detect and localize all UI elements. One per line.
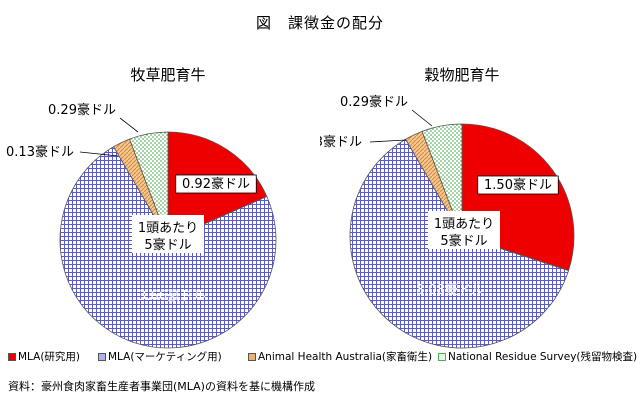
grain-fed-data-label-residue: 0.29豪ドル [340, 94, 408, 110]
legend-swatch-residue [438, 352, 446, 361]
legend: MLA(研究用) MLA(マーケティング用) Animal Health Aus… [8, 349, 640, 363]
grass-fed-data-label-research: 0.92豪ドル [182, 176, 250, 192]
legend-item-residue: National Residue Survey(残留物検査) [438, 349, 637, 364]
legend-swatch-animal-health [248, 352, 256, 361]
pie-chart-grain-fed-svg: 穀物肥育牛 1.50豪ドル 3.08豪ドル 0.13豪ドル 0.29豪ドル 1頭あたり5豪… [294, 66, 575, 349]
grass-fed-leader-line-animal-health [79, 151, 119, 157]
source-note: 資料：豪州食肉家畜生産者事業団(MLA)の資料を基に機構作成 [8, 380, 315, 393]
grain-fed-center-label-box [428, 211, 500, 249]
grain-fed-center-label-line-1: 1頭あたり [434, 217, 494, 232]
grass-fed-data-label-animal-health: 0.13豪ドル [6, 144, 74, 160]
legend-swatch-research [8, 352, 16, 361]
grain-fed-leader-line-residue [411, 109, 433, 127]
grass-fed-center-label-line-2: 5豪ドル [144, 237, 191, 253]
legend-item-animal-health: Animal Health Australia(家畜衛生) [248, 349, 432, 364]
pie-chart-grass-fed: 牧草肥育牛 0.92豪ドル 3.66豪ドル 0.13豪ドル 0.29豪ドル 1頭あたり 5豪… [0, 60, 320, 350]
page-title: 図 課徴金の配分 [255, 14, 384, 32]
grass-fed-center-label-line-1: 1頭あたり [138, 221, 198, 236]
grass-fed-data-label-box-research [175, 174, 257, 194]
legend-item-research: MLA(研究用) [8, 349, 80, 364]
grain-fed-title: 穀物肥育牛 [424, 66, 499, 84]
grain-fed-center-label-line-2: 5豪ドル [440, 233, 487, 249]
grass-fed-data-label-residue: 0.29豪ドル [48, 102, 116, 118]
grass-fed-slice-residue [128, 131, 169, 241]
grain-fed-leader-line-animal-health [369, 139, 407, 143]
grain-fed-data-label-box-research [477, 175, 559, 195]
pie-chart-grain-fed: 穀物肥育牛 1.50豪ドル 3.08豪ドル 0.13豪ドル 0.29豪ドル 1頭あたり5豪… [294, 60, 640, 350]
legend-label-marketing: MLA(マーケティング用) [108, 351, 222, 363]
grain-fed-data-label-marketing: 3.08豪ドル [416, 282, 484, 298]
grass-fed-center-label-box [132, 215, 204, 253]
grass-fed-data-label-marketing: 3.66豪ドル [138, 288, 206, 304]
legend-label-residue: National Residue Survey(残留物検査) [448, 351, 638, 363]
grass-fed-title: 牧草肥育牛 [130, 66, 205, 84]
grain-fed-slice-residue [421, 123, 463, 237]
legend-item-marketing: MLA(マーケティング用) [98, 349, 222, 364]
legend-swatch-marketing [98, 352, 106, 361]
legend-label-animal-health: Animal Health Australia(家畜衛生) [258, 351, 433, 363]
grass-fed-leader-line-residue [119, 117, 139, 133]
grain-fed-data-label-animal-health: 0.13豪ドル [320, 134, 362, 150]
grain-fed-data-label-research: 1.50豪ドル [484, 177, 552, 193]
legend-label-research: MLA(研究用) [18, 351, 81, 363]
pie-chart-grass-fed-svg: 牧草肥育牛 0.92豪ドル 3.66豪ドル 0.13豪ドル 0.29豪ドル 1頭あたり5豪… [6, 66, 277, 349]
